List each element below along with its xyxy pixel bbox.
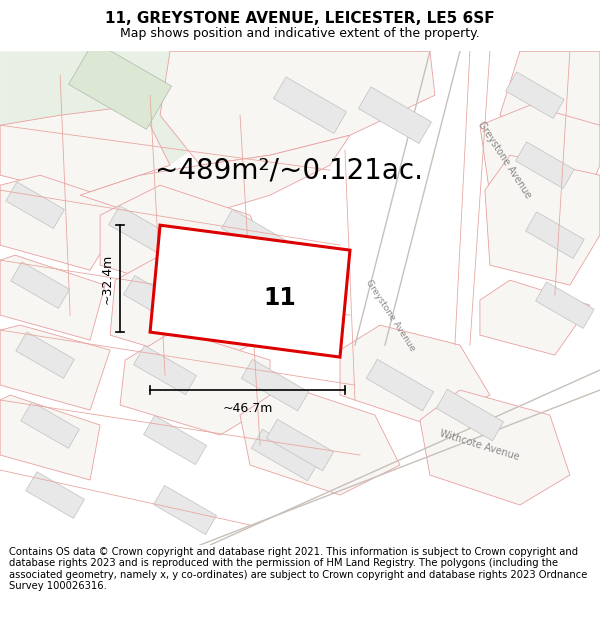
Polygon shape (480, 280, 590, 355)
Polygon shape (0, 175, 130, 270)
Polygon shape (0, 395, 100, 480)
Polygon shape (0, 325, 110, 410)
Text: 11, GREYSTONE AVENUE, LEICESTER, LE5 6SF: 11, GREYSTONE AVENUE, LEICESTER, LE5 6SF (105, 11, 495, 26)
Polygon shape (526, 212, 584, 258)
Polygon shape (367, 359, 434, 411)
Polygon shape (150, 225, 350, 357)
Polygon shape (120, 330, 270, 435)
Polygon shape (0, 51, 240, 195)
Polygon shape (0, 105, 170, 195)
Polygon shape (232, 284, 299, 336)
Polygon shape (16, 332, 74, 378)
Text: ~46.7m: ~46.7m (223, 402, 273, 415)
Polygon shape (124, 276, 187, 324)
Text: Withcote Avenue: Withcote Avenue (439, 428, 521, 462)
Polygon shape (241, 359, 308, 411)
Polygon shape (251, 429, 319, 481)
Polygon shape (221, 209, 289, 261)
Polygon shape (266, 419, 334, 471)
Polygon shape (0, 255, 105, 340)
Polygon shape (11, 262, 70, 308)
Polygon shape (26, 472, 85, 518)
Text: ~489m²/~0.121ac.: ~489m²/~0.121ac. (155, 156, 423, 184)
Polygon shape (506, 72, 564, 119)
Text: 11: 11 (263, 286, 296, 310)
Polygon shape (515, 142, 574, 189)
Polygon shape (6, 182, 64, 228)
Polygon shape (154, 486, 217, 534)
Polygon shape (436, 389, 503, 441)
Polygon shape (274, 77, 347, 134)
Polygon shape (250, 415, 600, 575)
Polygon shape (358, 87, 431, 144)
Polygon shape (500, 51, 600, 135)
Polygon shape (21, 402, 79, 448)
Text: ~32.4m: ~32.4m (101, 254, 114, 304)
Polygon shape (109, 206, 172, 254)
Polygon shape (340, 325, 490, 425)
Polygon shape (110, 250, 270, 365)
Polygon shape (143, 416, 206, 464)
Polygon shape (485, 155, 600, 285)
Polygon shape (100, 185, 270, 295)
Polygon shape (480, 105, 600, 215)
Polygon shape (160, 51, 435, 165)
Polygon shape (240, 385, 400, 495)
Polygon shape (134, 346, 197, 394)
Text: Map shows position and indicative extent of the property.: Map shows position and indicative extent… (120, 27, 480, 40)
Polygon shape (420, 390, 570, 505)
Polygon shape (80, 135, 350, 225)
Text: Greystone Avenue: Greystone Avenue (476, 120, 533, 201)
Polygon shape (536, 282, 594, 328)
Polygon shape (340, 51, 600, 395)
Text: Greystone Avenue: Greystone Avenue (364, 278, 416, 352)
Polygon shape (68, 41, 172, 129)
Text: Contains OS data © Crown copyright and database right 2021. This information is : Contains OS data © Crown copyright and d… (9, 547, 587, 591)
